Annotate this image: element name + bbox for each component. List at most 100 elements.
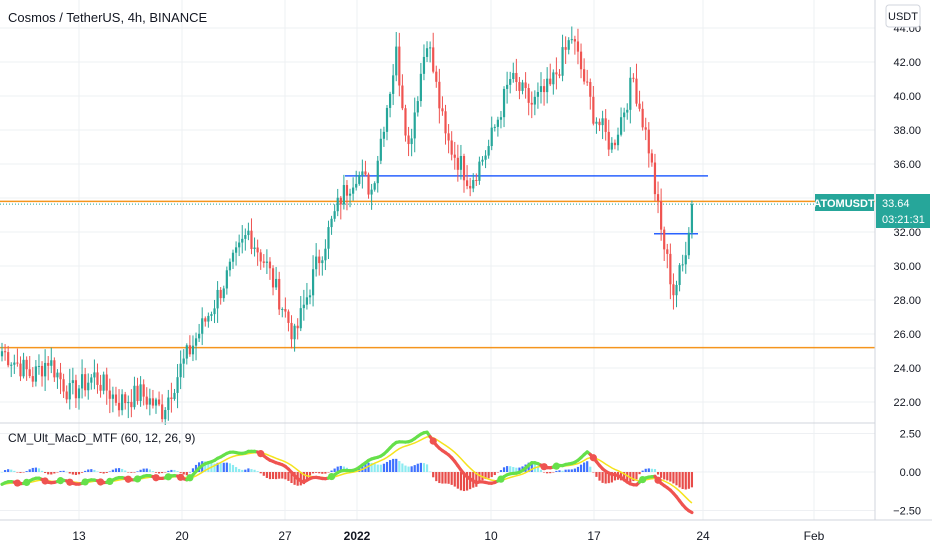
candle-bull <box>238 234 241 257</box>
macd-histogram-bar <box>339 465 342 472</box>
candle-bear <box>527 83 530 116</box>
candle-bull <box>311 255 315 307</box>
candle-body <box>50 360 53 366</box>
macd-histogram-bar <box>333 468 336 472</box>
candle-bull <box>629 67 632 124</box>
macd-histogram-bar <box>265 472 268 478</box>
macd-histogram-bar <box>484 472 487 480</box>
candle-bear <box>339 195 342 220</box>
candle-bull <box>502 86 506 128</box>
time-tick-label: 10 <box>484 529 498 543</box>
candle-bear <box>28 355 31 379</box>
macd-histogram-bar <box>222 462 225 472</box>
price-axis[interactable]: 22.0024.0026.0028.0030.0032.0034.0036.00… <box>893 23 921 409</box>
candle-body <box>373 183 376 190</box>
macd-histogram-bar <box>382 463 386 472</box>
candle-body <box>660 201 663 230</box>
macd-cross-dot <box>133 475 142 483</box>
candle-body <box>678 265 681 285</box>
macd-cross-dot <box>497 475 505 483</box>
candle-body <box>527 88 530 103</box>
macd-histogram-bar <box>385 461 389 472</box>
macd-histogram-bar <box>185 472 188 476</box>
macd-histogram-bar <box>253 469 256 472</box>
macd-histogram-bar <box>422 463 426 472</box>
candle-body <box>31 376 34 382</box>
candle-bull <box>419 62 422 107</box>
macd-histogram-bar <box>121 468 124 472</box>
macd-histogram-bar <box>324 472 327 474</box>
macd-histogram-bar <box>410 466 413 472</box>
macd-histogram-bar <box>499 470 503 472</box>
candle-bull <box>499 111 503 129</box>
candle-bull <box>681 254 684 272</box>
macd-histogram-bar <box>462 472 466 492</box>
candle-body <box>650 153 653 163</box>
macd-histogram-bar <box>530 461 533 472</box>
candle-body <box>28 369 31 377</box>
macd-histogram-bar <box>287 472 290 481</box>
candle-body <box>644 127 647 130</box>
candle-body <box>425 48 429 57</box>
candle-bull <box>164 407 167 426</box>
candle-bear <box>96 363 99 394</box>
macd-histogram-bar <box>358 466 361 472</box>
macd-histogram-bar <box>293 472 296 485</box>
candle-bull <box>102 371 105 395</box>
candle-body <box>462 155 466 181</box>
candle-bear <box>151 389 155 409</box>
indicator-title[interactable]: CM_Ult_MacD_MTF (60, 12, 26, 9) <box>8 431 195 445</box>
candle-bull <box>10 362 13 378</box>
candle-bull <box>539 72 543 104</box>
candle-bull <box>241 225 244 254</box>
candle-bull <box>34 360 37 387</box>
candle-bull <box>333 204 336 222</box>
candle-body <box>352 187 355 194</box>
candle-bull <box>370 183 373 210</box>
candle-bull <box>623 107 626 132</box>
candle-bull <box>552 69 555 95</box>
macd-histogram-bar <box>336 466 339 472</box>
candle-body <box>108 390 111 399</box>
candle-body <box>198 333 201 339</box>
candle-body <box>185 345 188 359</box>
candle-body <box>672 284 675 296</box>
candle-body <box>250 230 253 249</box>
indicator-axis[interactable]: 2.50 0.00 −2.50 <box>893 429 921 518</box>
candle-bull <box>429 41 432 63</box>
time-tick-label: 20 <box>175 529 189 543</box>
time-axis[interactable]: 13 20 27 2022 10 17 24 Feb <box>72 529 824 543</box>
macd-histogram-bar <box>241 469 244 472</box>
candle-body <box>173 392 176 400</box>
candle-bull <box>484 150 487 169</box>
candle-body <box>139 384 142 401</box>
candle-body <box>592 96 595 124</box>
macd-histogram-bar <box>632 472 635 482</box>
candle-body <box>348 193 352 196</box>
candle-bull <box>139 376 142 407</box>
candle-bear <box>447 124 450 154</box>
macd-histogram-bar <box>259 472 262 474</box>
macd-histogram-bar <box>68 472 71 474</box>
macd-histogram-bar <box>271 472 275 480</box>
candle-bull <box>22 352 25 379</box>
candle-body <box>493 126 496 128</box>
candle-bear <box>188 335 191 357</box>
candle-body <box>555 72 558 75</box>
candle-body <box>407 135 410 145</box>
candle-bull <box>684 241 687 274</box>
candle-body <box>579 51 583 70</box>
candle-bear <box>401 74 404 111</box>
macd-histogram-bar <box>395 458 398 472</box>
candle-body <box>392 75 395 94</box>
candle-bear <box>145 387 148 410</box>
indicator-tick-label: 0.00 <box>900 467 921 479</box>
macd-histogram-bar <box>604 472 607 484</box>
macd-histogram-bar <box>666 472 669 481</box>
currency-badge[interactable]: USDT <box>885 4 921 28</box>
candle-body <box>623 112 626 118</box>
candle-bear <box>604 109 607 141</box>
macd-histogram-bar <box>148 469 151 472</box>
candle-bull <box>425 41 429 63</box>
